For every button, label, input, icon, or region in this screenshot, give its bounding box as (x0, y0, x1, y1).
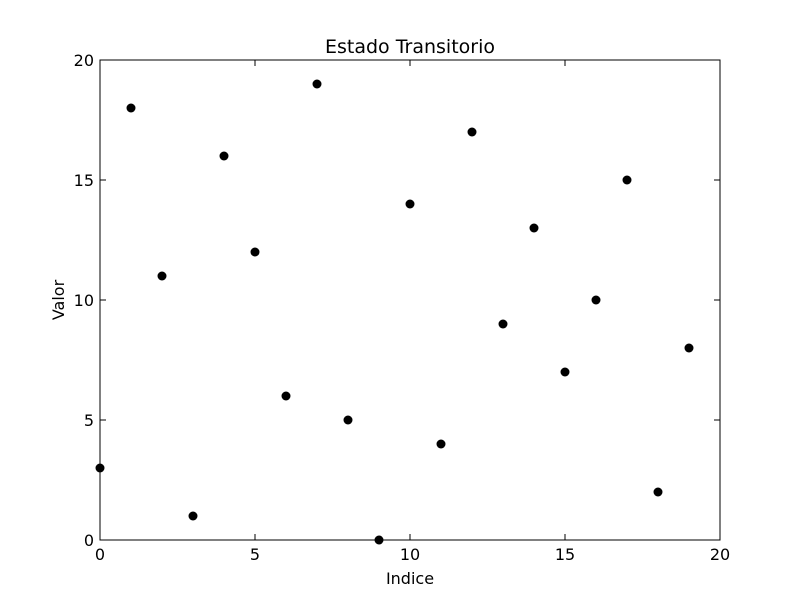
x-tick-label: 15 (555, 545, 575, 564)
y-tick-label: 15 (74, 171, 94, 190)
x-tick-label: 20 (710, 545, 730, 564)
data-point (622, 175, 632, 185)
data-point (684, 343, 694, 353)
x-tick-label: 10 (400, 545, 420, 564)
data-point (591, 295, 601, 305)
data-point (126, 103, 136, 113)
data-point (374, 535, 384, 545)
data-point (343, 415, 353, 425)
data-point (188, 511, 198, 521)
data-point (95, 463, 105, 473)
data-point (498, 319, 508, 329)
y-tick-label: 0 (84, 531, 94, 550)
data-point (560, 367, 570, 377)
x-tick-label: 0 (95, 545, 105, 564)
data-points (95, 79, 694, 545)
y-axis-label: Valor (49, 279, 68, 320)
data-point (653, 487, 663, 497)
y-tick-label: 5 (84, 411, 94, 430)
data-point (529, 223, 539, 233)
data-point (467, 127, 477, 137)
data-point (436, 439, 446, 449)
plot-area (99, 59, 721, 541)
y-axis: 0 5 10 15 20 (74, 51, 720, 550)
y-tick-label: 10 (74, 291, 94, 310)
data-point (312, 79, 322, 89)
x-axis-label: Indice (386, 569, 434, 588)
data-point (405, 199, 415, 209)
data-point (219, 151, 229, 161)
data-point (250, 247, 260, 257)
x-axis: 0 5 10 15 20 (95, 60, 730, 564)
y-tick-label: 20 (74, 51, 94, 70)
data-point (281, 391, 291, 401)
x-tick-label: 5 (250, 545, 260, 564)
data-point (157, 271, 167, 281)
chart-title: Estado Transitorio (325, 36, 495, 58)
